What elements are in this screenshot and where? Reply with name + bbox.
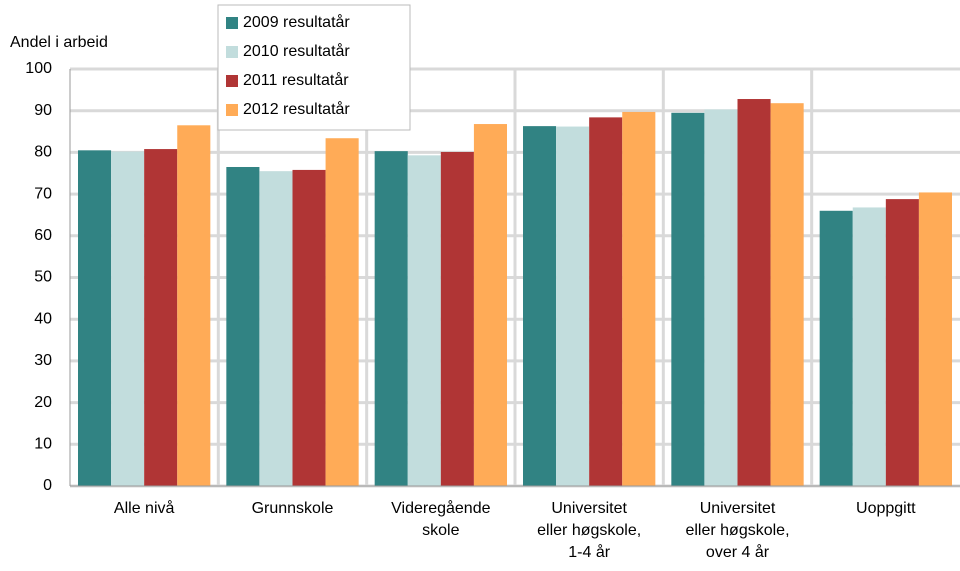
y-tick-label: 40 [34, 310, 52, 327]
y-tick-label: 60 [34, 227, 52, 244]
y-tick-label: 30 [34, 352, 52, 369]
bar [407, 155, 441, 486]
x-tick-label: Universitet eller høgskole, 1-4 år [537, 500, 641, 561]
bar [440, 151, 474, 486]
bar [473, 124, 507, 486]
bar [78, 150, 112, 486]
y-tick-label: 80 [34, 144, 52, 161]
y-tick-label: 90 [34, 102, 52, 119]
y-tick-label: 10 [34, 436, 52, 453]
bar [144, 149, 178, 486]
legend-label: 2012 resultatår [243, 100, 350, 118]
bar [111, 151, 145, 487]
bar [885, 199, 919, 486]
x-tick-label: Videregående skole [391, 499, 490, 539]
legend-swatch [226, 17, 238, 29]
legend-swatch [226, 104, 238, 116]
bar [819, 210, 853, 486]
bar [259, 171, 293, 487]
x-tick-label: Uoppgitt [856, 500, 916, 517]
legend-label: 2010 resultatår [243, 42, 350, 60]
bar [556, 126, 590, 487]
x-tick-label: Alle nivå [114, 499, 175, 517]
bar [177, 125, 211, 487]
bar [704, 109, 738, 486]
y-axis-label: Andel i arbeid [10, 34, 108, 51]
bar [918, 192, 952, 486]
bar [737, 99, 771, 487]
bar [226, 166, 260, 486]
bar [622, 111, 656, 487]
bar [325, 138, 359, 487]
y-tick-label: 70 [34, 185, 52, 202]
bar [770, 103, 804, 486]
bar [523, 126, 557, 486]
legend-swatch [226, 75, 238, 87]
y-tick-label: 20 [34, 394, 52, 411]
y-tick-label: 100 [25, 60, 52, 77]
x-tick-label: Grunnskole [252, 500, 334, 517]
legend-label: 2009 resultatår [243, 13, 350, 31]
y-tick-label: 50 [34, 269, 52, 286]
bar [671, 112, 705, 486]
legend-swatch [226, 46, 238, 58]
legend-box [217, 4, 411, 131]
bar [852, 207, 886, 486]
y-tick-label: 0 [43, 477, 52, 494]
bar [374, 151, 408, 487]
bar [292, 169, 326, 486]
x-tick-label: Universitet eller høgskole, over 4 år [685, 500, 789, 561]
legend-label: 2011 resultatår [243, 71, 349, 89]
bar [589, 117, 623, 486]
